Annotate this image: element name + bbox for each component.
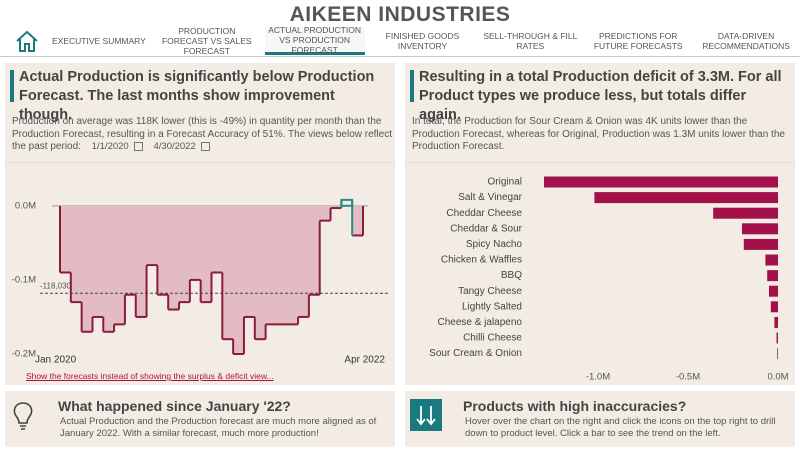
title-text: AIKEEN INDUSTRIES <box>289 3 511 26</box>
panel-text: In total, the Production for Sour Cream … <box>412 116 785 152</box>
panel-title: Resulting in a total Production deficit … <box>419 69 782 123</box>
page-title: AIKEEN INDUSTRIES <box>0 3 800 27</box>
deficit-area <box>146 205 158 266</box>
nav-tab[interactable]: PRODUCTION FORECAST VS SALES FORECAST <box>161 26 252 56</box>
deficit-area <box>92 205 104 317</box>
deficit-area <box>265 205 277 325</box>
bar <box>743 238 778 250</box>
nav-tab[interactable]: SELL-THROUGH & FILL RATES <box>483 31 578 51</box>
deficit-area <box>70 205 82 303</box>
panel-title: Actual Production is significantly below… <box>19 69 375 123</box>
bar-chart: Original Salt & Vinegar Cheddar Cheese Ched… <box>429 176 789 383</box>
drill-icon[interactable] <box>410 399 442 431</box>
bar <box>770 301 778 313</box>
bar <box>776 332 778 344</box>
deficit-area <box>124 205 137 295</box>
deficit-area <box>233 205 245 354</box>
deficit-area <box>135 205 147 317</box>
category-label: Tangy Cheese <box>458 286 522 297</box>
deficit-area <box>330 205 342 209</box>
summary-text: Production on average was 118K lower (th… <box>12 116 392 152</box>
deficit-area <box>211 205 223 273</box>
nav-tab[interactable]: FINISHED GOODS INVENTORY <box>385 31 460 51</box>
deficit-area <box>189 205 201 280</box>
deficit-area <box>298 205 310 317</box>
divider <box>405 162 795 163</box>
category-label: BBQ <box>501 270 522 281</box>
deficit-area <box>157 205 169 295</box>
x-tick-label: Apr 2022 <box>344 355 385 366</box>
x-tick-label: -0.5M <box>676 372 700 383</box>
accent-bar <box>410 70 414 102</box>
surplus-step <box>340 198 354 207</box>
x-tick-label: Jan 2020 <box>35 355 77 366</box>
toggle-link[interactable]: Show the forecasts instead of showing th… <box>26 371 274 381</box>
bar <box>777 348 778 360</box>
deficit-area <box>60 205 72 273</box>
y-tick-label: 0.0M <box>15 200 36 211</box>
bar <box>765 254 778 266</box>
step-chart: 0.0M -0.1M -0.2M -118,030 Jan 2020 Apr 2022 <box>12 198 388 366</box>
deficit-area <box>168 205 180 310</box>
end-date[interactable]: 4/30/2022 <box>153 141 196 152</box>
deficit-area <box>243 205 256 317</box>
deficit-area <box>287 205 299 325</box>
deficit-area <box>352 205 364 236</box>
category-label: Lightly Salted <box>462 301 522 312</box>
reference-label: -118,030 <box>40 281 72 290</box>
panel-text: Production on average was 118K lower (th… <box>12 116 392 154</box>
bar <box>769 285 778 297</box>
nav-tab[interactable]: PREDICTIONS FOR FUTURE FORECASTS <box>593 31 683 51</box>
info-panel: What happened since January '22? Actual … <box>5 391 395 447</box>
calendar-icon[interactable] <box>200 141 210 151</box>
info-text: Actual Production and the Production for… <box>60 416 377 439</box>
deficit-area <box>200 205 212 303</box>
bulb-icon <box>13 402 33 430</box>
start-date[interactable]: 1/1/2020 <box>91 141 129 152</box>
category-label: Original <box>488 177 522 188</box>
deficit-area <box>222 205 234 340</box>
deficit-area <box>81 205 93 332</box>
deficit-area <box>308 205 321 295</box>
nav-bar: EXECUTIVE SUMMARY PRODUCTION FORECAST VS … <box>0 25 800 57</box>
info-text: Hover over the chart on the right and cl… <box>465 416 776 439</box>
right-panel: Resulting in a total Production deficit … <box>405 63 795 385</box>
info-title: What happened since January '22? <box>58 398 291 414</box>
bar <box>544 176 778 188</box>
calendar-icon[interactable] <box>133 141 143 151</box>
deficit-area <box>179 205 191 303</box>
deficit-area <box>276 205 288 325</box>
category-label: Cheddar & Sour <box>450 223 522 234</box>
category-label: Chicken & Waffles <box>441 255 522 266</box>
bar <box>713 207 778 219</box>
category-label: Sour Cream & Onion <box>429 348 522 359</box>
y-tick-label: -0.2M <box>12 349 36 360</box>
y-tick-label: -0.1M <box>12 274 36 285</box>
x-tick-label: 0.0M <box>767 372 788 383</box>
category-label: Salt & Vinegar <box>458 192 522 203</box>
nav-tab[interactable]: EXECUTIVE SUMMARY <box>52 36 146 46</box>
bar <box>767 270 778 282</box>
category-label: Spicy Nacho <box>466 239 523 250</box>
divider <box>5 162 395 163</box>
bar <box>774 316 778 328</box>
deficit-area <box>254 205 266 340</box>
x-tick-label: -1.0M <box>586 372 610 383</box>
deficit-area <box>114 205 126 325</box>
category-label: Chilli Cheese <box>463 333 522 344</box>
nav-tab[interactable]: ACTUAL PRODUCTION VS PRODUCTION FORECAST <box>264 25 365 55</box>
info-title: Products with high inaccuracies? <box>463 398 687 414</box>
category-label: Cheese & jalapeno <box>437 317 522 328</box>
info-panel: Products with high inaccuracies? Hover o… <box>405 391 795 447</box>
deficit-area <box>103 205 115 332</box>
nav-tab[interactable]: DATA-DRIVEN RECOMMENDATIONS <box>702 31 790 51</box>
deficit-area <box>319 205 331 221</box>
bar <box>742 223 778 235</box>
bar <box>594 192 778 204</box>
category-label: Cheddar Cheese <box>446 208 522 219</box>
home-icon[interactable] <box>14 29 40 53</box>
accent-bar <box>10 70 14 102</box>
